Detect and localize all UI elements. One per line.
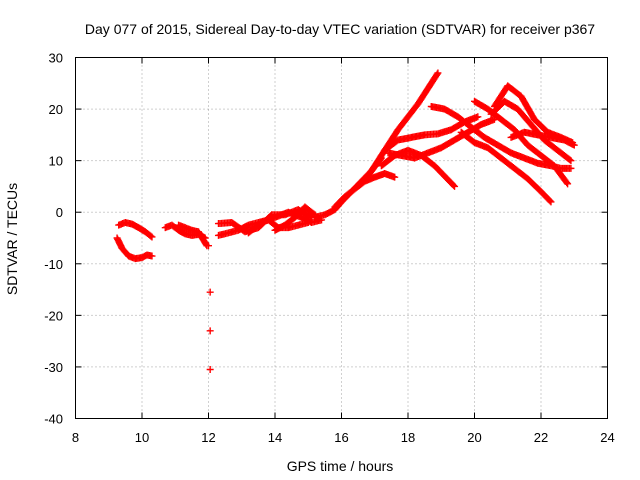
data-point xyxy=(546,197,554,205)
y-tick-label: 30 xyxy=(49,51,63,66)
y-tick-label: -40 xyxy=(44,412,63,427)
series-arc-g xyxy=(244,208,326,237)
data-point xyxy=(206,366,214,374)
y-tick-label: 0 xyxy=(56,205,63,220)
data-point xyxy=(206,327,214,335)
x-tick-label: 20 xyxy=(467,430,481,445)
data-point xyxy=(474,113,482,121)
series-arc-a xyxy=(113,234,156,263)
x-tick-label: 22 xyxy=(534,430,548,445)
data-point xyxy=(205,242,212,250)
x-axis-label: GPS time / hours xyxy=(287,458,394,474)
series-arc-t xyxy=(507,128,578,149)
x-tick-label: 12 xyxy=(201,430,215,445)
y-tick-label: 10 xyxy=(49,154,63,169)
data-point xyxy=(433,70,441,78)
chart-title: Day 077 of 2015, Sidereal Day-to-day VTE… xyxy=(85,21,595,37)
data-point xyxy=(547,198,555,206)
data-point xyxy=(206,288,214,296)
series-arc-p xyxy=(457,128,555,206)
data-point xyxy=(148,233,156,241)
data-point xyxy=(564,180,572,188)
data-point xyxy=(450,181,458,189)
data-point xyxy=(434,69,442,77)
y-axis-label: SDTVAR / TECUs xyxy=(4,183,20,295)
data-point xyxy=(567,164,575,172)
y-tick-label: -20 xyxy=(44,308,63,323)
x-tick-label: 10 xyxy=(135,430,149,445)
data-point xyxy=(563,179,571,187)
x-tick-label: 8 xyxy=(72,430,79,445)
y-tick-label: -30 xyxy=(44,360,63,375)
series-arc-b xyxy=(115,219,156,241)
x-ticks: 8 10 12 14 16 18 20 22 24 xyxy=(72,57,615,445)
x-tick-label: 24 xyxy=(600,430,614,445)
data-point xyxy=(391,173,399,181)
data-point xyxy=(570,141,578,149)
y-tick-label: -10 xyxy=(44,257,63,272)
data-point xyxy=(451,182,459,190)
data-point xyxy=(147,232,155,240)
x-tick-label: 16 xyxy=(334,430,348,445)
series-isolated-points xyxy=(205,242,214,374)
data-point xyxy=(566,156,574,164)
series-arc-o xyxy=(427,102,575,172)
x-tick-label: 18 xyxy=(401,430,415,445)
series-arc-j xyxy=(331,170,399,211)
x-tick-label: 14 xyxy=(268,430,282,445)
data-point xyxy=(148,252,156,260)
y-ticks: 30 20 10 0 -10 -20 -30 -40 xyxy=(44,51,608,427)
data-point xyxy=(567,157,575,165)
data-points-layer xyxy=(113,69,578,374)
series-arc-d xyxy=(175,221,211,250)
y-tick-label: 20 xyxy=(49,102,63,117)
